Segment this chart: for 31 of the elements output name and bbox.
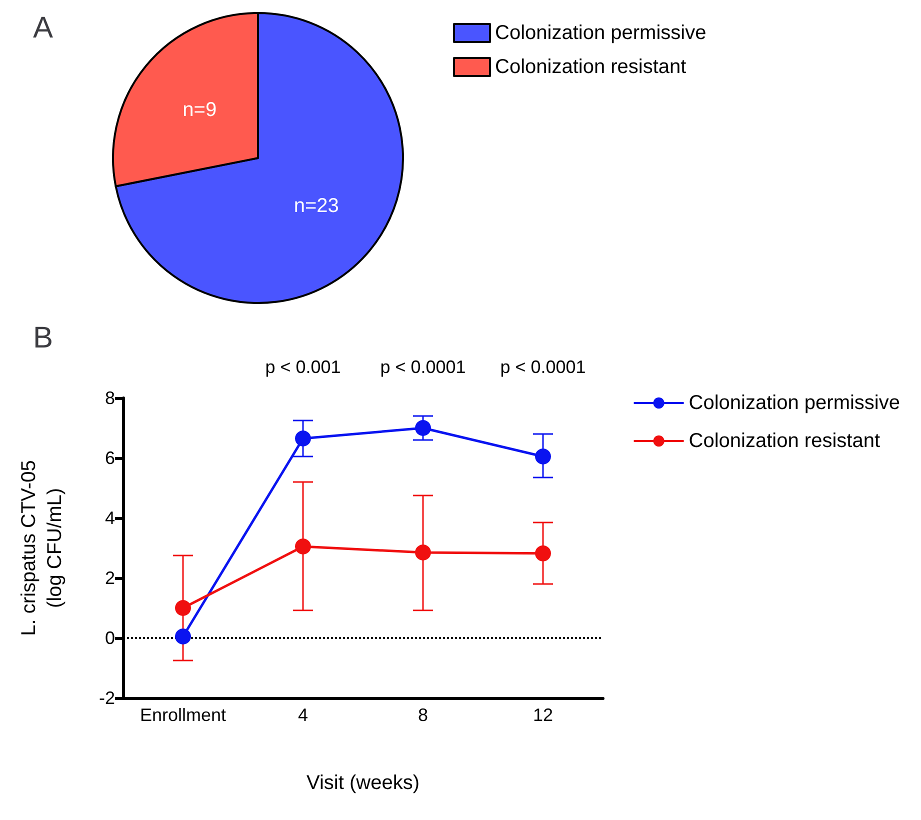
text: p < 0.001 [265,357,341,377]
legend-label: Colonization permissive [495,22,706,44]
point [415,420,431,436]
y-tick-label: 0 [104,628,115,648]
legend-label: Colonization resistant [495,56,687,78]
x-tick-label: 4 [298,705,308,725]
y-tick-label: 2 [104,568,115,588]
y-tick-label: -2 [98,688,115,708]
text: p < 0.0001 [380,357,466,377]
point [535,448,551,464]
text: p < 0.0001 [500,357,586,377]
x-tick-label: Enrollment [140,705,226,725]
data-label: n=23 [294,194,339,217]
point [295,538,311,554]
chart-title: A [33,12,54,44]
x-axis-title: Visit (weeks) [306,772,420,794]
y-tick-label: 8 [104,388,115,408]
point [175,600,191,616]
legend-label: Colonization resistant [688,430,880,452]
y-tick-label: 4 [104,508,115,528]
y-tick-label: 6 [104,448,115,468]
point [175,628,191,644]
y-axis-title: L. crispatus CTV-05 (log CFU/mL) [18,460,66,636]
point [535,545,551,562]
point [415,544,431,560]
legend-label: Colonization permissive [688,392,900,414]
chart-title: B [33,322,54,354]
data-label: n=9 [182,99,217,122]
x-tick-label: 8 [418,705,428,725]
point [295,430,311,446]
x-tick-label: 12 [532,705,554,725]
